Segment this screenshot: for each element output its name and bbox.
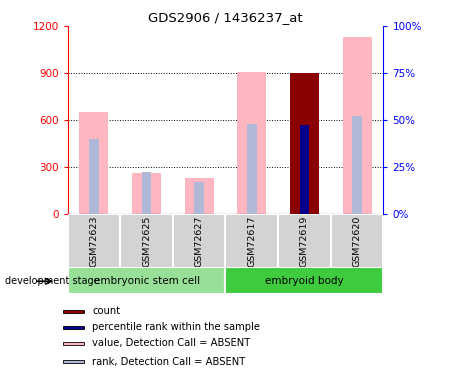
Text: GSM72625: GSM72625 bbox=[142, 215, 151, 267]
Title: GDS2906 / 1436237_at: GDS2906 / 1436237_at bbox=[148, 11, 303, 24]
Bar bbox=[89, 139, 99, 214]
Bar bbox=[68, 267, 226, 294]
Text: GSM72617: GSM72617 bbox=[247, 215, 256, 267]
Bar bbox=[79, 112, 108, 214]
Bar bbox=[120, 214, 173, 268]
Bar bbox=[290, 73, 319, 214]
Text: GSM72620: GSM72620 bbox=[353, 215, 362, 267]
Bar bbox=[63, 360, 84, 363]
Bar bbox=[132, 173, 161, 214]
Bar bbox=[63, 342, 84, 345]
Bar bbox=[278, 214, 331, 268]
Bar bbox=[237, 72, 266, 214]
Bar bbox=[142, 172, 151, 214]
Text: development stage: development stage bbox=[5, 276, 99, 286]
Bar bbox=[194, 182, 204, 214]
Bar bbox=[226, 267, 383, 294]
Text: value, Detection Call = ABSENT: value, Detection Call = ABSENT bbox=[92, 339, 251, 348]
Text: GSM72619: GSM72619 bbox=[300, 215, 309, 267]
Bar bbox=[352, 116, 362, 214]
Bar bbox=[173, 214, 226, 268]
Text: count: count bbox=[92, 306, 120, 316]
Text: GSM72627: GSM72627 bbox=[195, 215, 204, 267]
Bar bbox=[63, 326, 84, 329]
Text: rank, Detection Call = ABSENT: rank, Detection Call = ABSENT bbox=[92, 357, 246, 367]
Bar bbox=[185, 178, 214, 214]
Text: percentile rank within the sample: percentile rank within the sample bbox=[92, 322, 260, 332]
Bar bbox=[63, 309, 84, 313]
Bar bbox=[226, 214, 278, 268]
Bar bbox=[299, 124, 309, 214]
Bar bbox=[247, 124, 257, 214]
Bar bbox=[68, 214, 120, 268]
Text: embryonic stem cell: embryonic stem cell bbox=[93, 276, 200, 286]
Text: GSM72623: GSM72623 bbox=[89, 215, 98, 267]
Bar bbox=[331, 214, 383, 268]
Text: embryoid body: embryoid body bbox=[265, 276, 344, 286]
Bar bbox=[343, 37, 372, 214]
